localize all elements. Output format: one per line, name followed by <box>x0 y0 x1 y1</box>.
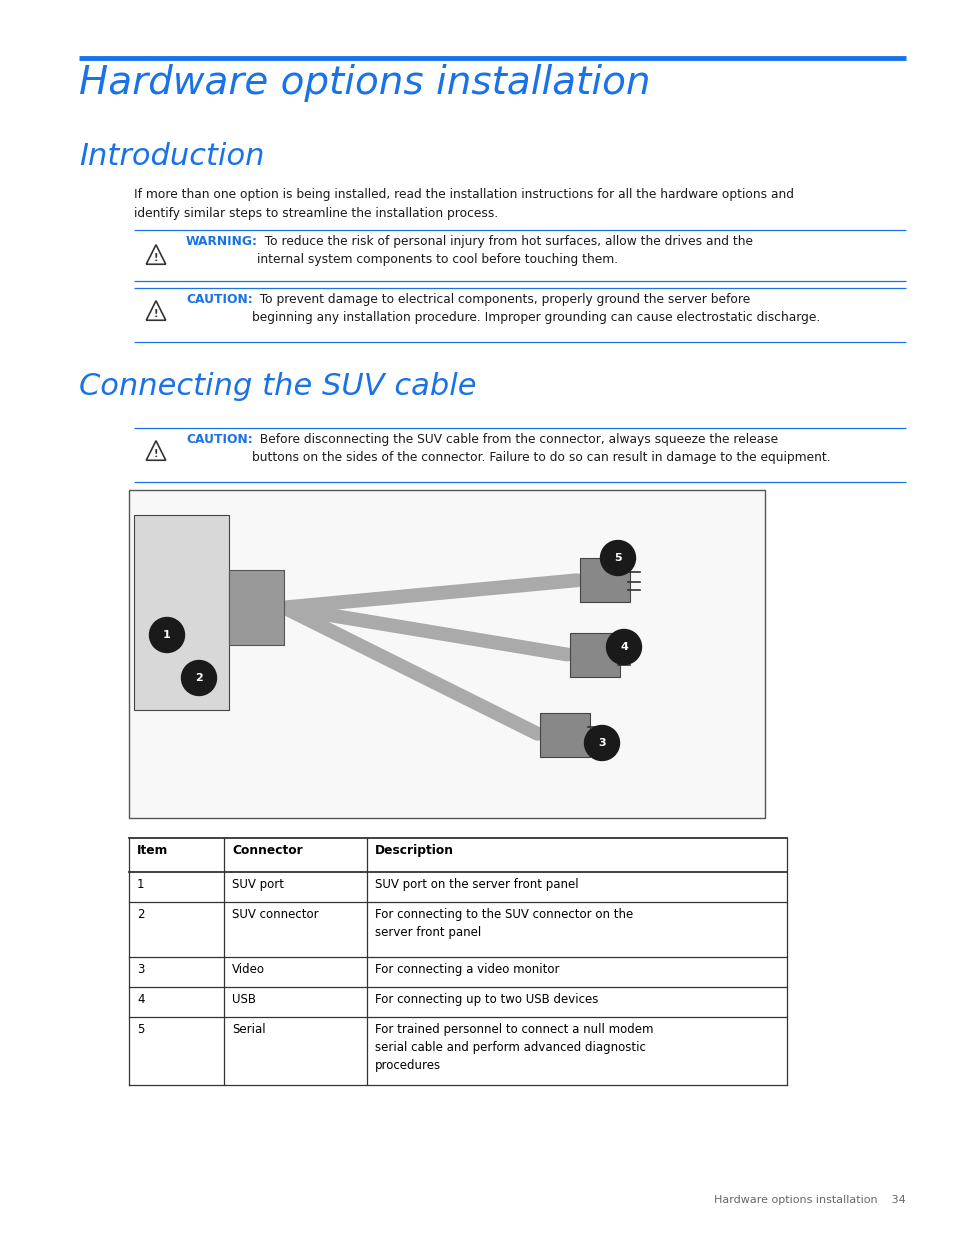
Text: If more than one option is being installed, read the installation instructions f: If more than one option is being install… <box>133 188 793 220</box>
Circle shape <box>584 725 618 761</box>
Text: For trained personnel to connect a null modem
serial cable and perform advanced : For trained personnel to connect a null … <box>375 1023 653 1072</box>
Text: WARNING:: WARNING: <box>186 235 257 248</box>
Text: Connector: Connector <box>232 844 302 857</box>
Text: 2: 2 <box>137 908 144 921</box>
Bar <box>129 490 764 818</box>
Text: 3: 3 <box>598 739 605 748</box>
Bar <box>539 713 589 757</box>
Bar <box>133 515 229 710</box>
Text: 5: 5 <box>614 553 621 563</box>
Text: Hardware options installation    34: Hardware options installation 34 <box>714 1195 905 1205</box>
Text: Introduction: Introduction <box>79 142 264 170</box>
Text: SUV connector: SUV connector <box>232 908 318 921</box>
Circle shape <box>606 630 640 664</box>
Text: To prevent damage to electrical components, properly ground the server before
be: To prevent damage to electrical componen… <box>252 293 820 325</box>
Text: !: ! <box>153 450 158 459</box>
Text: CAUTION:: CAUTION: <box>186 433 253 446</box>
Text: Serial: Serial <box>232 1023 265 1036</box>
Bar <box>579 558 629 601</box>
Text: !: ! <box>153 253 158 263</box>
Text: SUV port on the server front panel: SUV port on the server front panel <box>375 878 578 890</box>
Text: SUV port: SUV port <box>232 878 284 890</box>
Text: For connecting a video monitor: For connecting a video monitor <box>375 963 558 976</box>
Text: Description: Description <box>375 844 454 857</box>
Bar <box>229 571 284 645</box>
Text: Hardware options installation: Hardware options installation <box>79 64 650 103</box>
Text: 1: 1 <box>137 878 144 890</box>
Text: USB: USB <box>232 993 255 1007</box>
Circle shape <box>599 541 635 576</box>
Text: 5: 5 <box>137 1023 144 1036</box>
Text: To reduce the risk of personal injury from hot surfaces, allow the drives and th: To reduce the risk of personal injury fr… <box>256 235 752 267</box>
Text: Item: Item <box>137 844 168 857</box>
Text: 2: 2 <box>195 673 203 683</box>
Text: For connecting to the SUV connector on the
server front panel: For connecting to the SUV connector on t… <box>375 908 633 939</box>
Text: Video: Video <box>232 963 265 976</box>
Circle shape <box>181 661 216 695</box>
Text: Connecting the SUV cable: Connecting the SUV cable <box>79 372 476 401</box>
Text: 3: 3 <box>137 963 144 976</box>
Circle shape <box>150 618 184 652</box>
Text: 4: 4 <box>137 993 144 1007</box>
Text: 4: 4 <box>619 642 627 652</box>
Text: Before disconnecting the SUV cable from the connector, always squeeze the releas: Before disconnecting the SUV cable from … <box>252 433 830 464</box>
Text: 1: 1 <box>163 630 171 640</box>
Bar <box>569 634 619 677</box>
Text: For connecting up to two USB devices: For connecting up to two USB devices <box>375 993 598 1007</box>
Text: CAUTION:: CAUTION: <box>186 293 253 306</box>
Text: !: ! <box>153 309 158 320</box>
